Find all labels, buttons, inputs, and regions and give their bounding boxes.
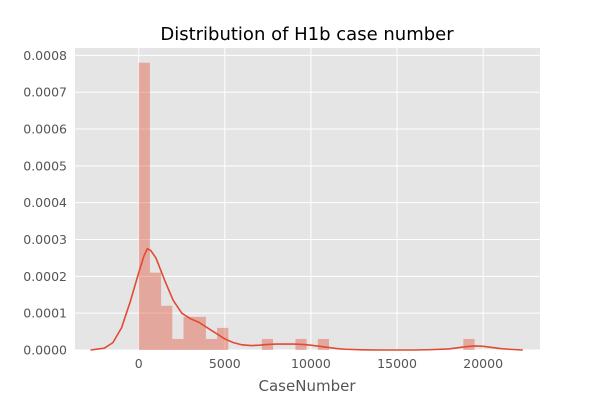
histogram-bar [463,338,475,350]
y-tick-label: 0.0002 [23,269,67,284]
y-tick-label: 0.0007 [23,85,67,100]
histogram-bar [183,316,195,350]
x-tick-label: 5000 [209,356,241,371]
histogram-bar [317,338,330,350]
histogram-bar [217,327,229,350]
kde-curve [90,247,523,351]
histogram-bar [138,62,150,350]
grid [75,48,540,351]
histogram-bar [172,338,184,350]
y-tick-label: 0.0004 [23,195,67,210]
plot-area [75,48,540,350]
y-tick-label: 0.0005 [23,158,67,173]
x-tick-label: 10000 [291,356,331,371]
x-tick-label: 0 [135,356,143,371]
y-tick-label: 0.0003 [23,232,67,247]
y-tick-label: 0.0000 [23,343,67,358]
tick-labels: 0.0000 0.0001 0.0002 0.0003 0.0004 0.0005 0.00… [23,48,503,371]
histogram-bar [149,272,162,350]
y-tick-label: 0.0006 [23,122,67,137]
x-tick-label: 15000 [377,356,417,371]
x-axis-label: CaseNumber [259,377,357,395]
chart-title: Distribution of H1b case number [160,24,454,45]
y-tick-label: 0.0008 [23,48,67,63]
y-tick-label: 0.0001 [23,306,67,321]
histogram-bar [205,338,218,350]
x-tick-label: 20000 [463,356,503,371]
kde-line [90,247,523,351]
histogram-bar [194,316,206,350]
histogram-bar [161,305,173,350]
